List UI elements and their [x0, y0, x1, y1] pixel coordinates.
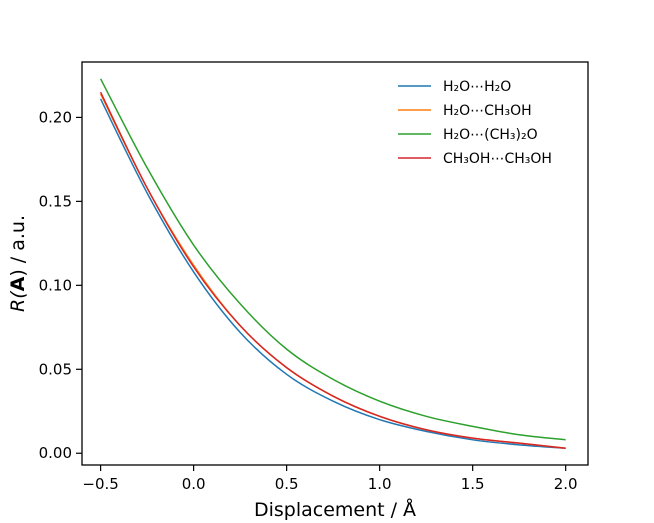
y-axis-label-post: ) / a.u.	[7, 215, 29, 277]
y-tick-label: 0.10	[39, 276, 72, 294]
series-line-0	[99, 98, 566, 449]
legend-entry-3: CH₃OH⋯CH₃OH	[443, 151, 552, 167]
legend-entry-0: H₂O⋯H₂O	[443, 79, 511, 95]
series-line-3	[99, 91, 566, 449]
x-tick-label: 1.0	[368, 475, 392, 493]
y-tick-label: 0.00	[39, 444, 72, 462]
x-tick-label: 0.5	[275, 475, 299, 493]
series-line-1	[99, 93, 566, 449]
y-tick-label: 0.20	[39, 108, 72, 126]
legend: H₂O⋯H₂O H₂O⋯CH₃OH H₂O⋯(CH₃)₂O CH₃OH⋯CH₃OH	[398, 79, 552, 167]
x-tick-label: 0.0	[182, 475, 206, 493]
legend-entry-1: H₂O⋯CH₃OH	[443, 103, 532, 119]
x-axis: −0.5 0.0 0.5 1.0 1.5 2.0	[82, 465, 578, 493]
x-tick-label: −0.5	[82, 475, 118, 493]
y-axis-label: R(A) / a.u.	[7, 215, 29, 312]
plot-frame	[81, 61, 589, 466]
x-tick-label: 1.5	[461, 475, 485, 493]
y-tick-label: 0.05	[39, 360, 72, 378]
plot-lines	[99, 78, 566, 449]
y-axis-label-pre: R(	[7, 290, 29, 312]
y-tick-label: 0.15	[39, 192, 72, 210]
legend-entry-2: H₂O⋯(CH₃)₂O	[443, 127, 538, 143]
y-axis-label-bold: A	[7, 276, 29, 291]
x-axis-label: Displacement / Å	[254, 498, 416, 521]
y-axis: 0.00 0.05 0.10 0.15 0.20	[39, 108, 82, 462]
x-tick-label: 2.0	[554, 475, 578, 493]
series-line-2	[99, 78, 566, 441]
